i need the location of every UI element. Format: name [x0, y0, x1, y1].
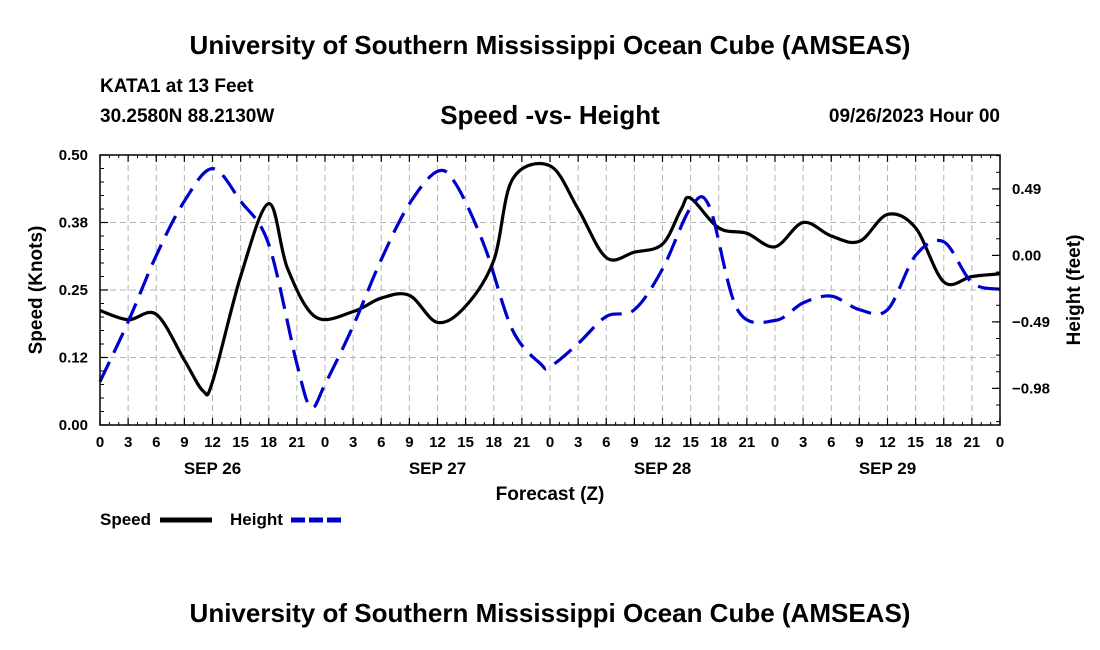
x-tick-label: 0: [771, 434, 779, 451]
x-tick-label: 18: [485, 434, 502, 451]
y-right-tick-label: −0.98: [1012, 380, 1050, 397]
legend-height-label: Height: [230, 510, 283, 529]
grid: [100, 155, 1000, 425]
footer-title: University of Southern Mississippi Ocean…: [189, 598, 911, 628]
x-tick-label: 15: [457, 434, 474, 451]
day-label: SEP 27: [409, 459, 466, 478]
x-tick-label: 21: [289, 434, 306, 451]
day-label: SEP 29: [859, 459, 916, 478]
y-right-tick-label: 0.49: [1012, 181, 1041, 198]
x-tick-label: 18: [710, 434, 727, 451]
day-label: SEP 26: [184, 459, 241, 478]
x-tick-label: 15: [232, 434, 249, 451]
x-tick-label: 9: [855, 434, 863, 451]
x-tick-label: 9: [180, 434, 188, 451]
x-tick-label: 3: [574, 434, 582, 451]
x-tick-label: 3: [124, 434, 132, 451]
y-left-tick-label: 0.00: [59, 417, 88, 434]
y-left-tick-label: 0.50: [59, 147, 88, 164]
y-right-tick-label: −0.49: [1012, 314, 1050, 331]
x-tick-label: 12: [429, 434, 446, 451]
y-right-axis-title: Height (feet): [1064, 235, 1085, 346]
x-tick-label: 6: [602, 434, 610, 451]
x-tick-label: 6: [152, 434, 160, 451]
x-tick-label: 15: [907, 434, 924, 451]
x-tick-label: 12: [879, 434, 896, 451]
height-series-line: [98, 167, 1001, 410]
x-tick-label: 0: [321, 434, 329, 451]
chart-subtitle: Speed -vs- Height: [440, 100, 660, 130]
series-layer: [98, 162, 1001, 410]
x-axis-title: Forecast (Z): [496, 484, 605, 505]
forecast-datestamp: 09/26/2023 Hour 00: [828, 106, 1000, 127]
x-tick-label: 9: [630, 434, 638, 451]
speed-series-line: [99, 162, 1001, 397]
x-tick-label: 21: [739, 434, 756, 451]
y-left-tick-label: 0.12: [59, 350, 88, 367]
x-tick-label: 18: [935, 434, 952, 451]
station-coordinates: 30.2580N 88.2130W: [100, 106, 275, 127]
x-tick-label: 0: [96, 434, 104, 451]
y-left-tick-label: 0.25: [59, 282, 88, 299]
x-tick-label: 21: [964, 434, 981, 451]
y-left-tick-label: 0.38: [59, 215, 88, 232]
y-right-tick-label: 0.00: [1012, 247, 1041, 264]
x-tick-label: 15: [682, 434, 699, 451]
x-tick-label: 6: [377, 434, 385, 451]
y-left-axis-title: Speed (Knots): [26, 226, 47, 355]
station-label: KATA1 at 13 Feet: [100, 76, 254, 97]
x-tick-label: 12: [204, 434, 221, 451]
legend-speed-label: Speed: [100, 510, 151, 529]
x-tick-label: 0: [996, 434, 1004, 451]
x-tick-label: 21: [514, 434, 531, 451]
legend: Speed Height: [100, 510, 343, 529]
x-tick-label: 18: [260, 434, 277, 451]
axes: 0 3 6 9 12 15 18 21 0 3 6 9 12 15 18 21 0 3 6 9 12 15 18 21 0 3 6 9…: [26, 147, 1085, 505]
day-label: SEP 28: [634, 459, 691, 478]
x-tick-label: 12: [654, 434, 671, 451]
x-tick-label: 0: [546, 434, 554, 451]
x-tick-label: 6: [827, 434, 835, 451]
chart-title: University of Southern Mississippi Ocean…: [189, 30, 911, 60]
x-tick-label: 3: [799, 434, 807, 451]
x-tick-label: 3: [349, 434, 357, 451]
x-tick-label: 9: [405, 434, 413, 451]
